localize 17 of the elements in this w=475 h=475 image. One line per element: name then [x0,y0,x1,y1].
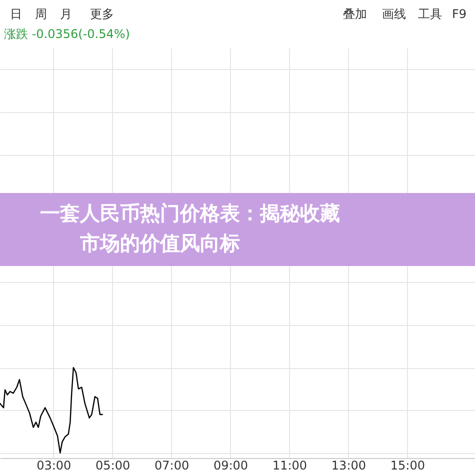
x-tick-label: 07:00 [154,458,190,472]
text: 工具 [418,7,442,21]
text: 画线 [382,7,406,21]
x-tick-label: 03:00 [36,458,72,472]
text: 周 [35,7,47,21]
text: 更多 [90,7,114,21]
x-tick-label: 13:00 [331,458,366,472]
x-tick-label: 09:00 [213,458,248,472]
text: F9 [452,7,467,21]
text: 涨跌 -0.0356(-0.54%) [4,27,130,41]
x-tick-label: 15:00 [390,458,425,472]
text: 叠加 [343,7,367,21]
chart-title: 一套人民币热门价格表：揭秘收藏市场的价值风向标 [40,201,340,255]
text: 月 [60,7,72,21]
text: 日 [10,7,22,21]
x-tick-label: 11:00 [272,458,308,472]
x-tick-label: 05:00 [96,458,130,472]
